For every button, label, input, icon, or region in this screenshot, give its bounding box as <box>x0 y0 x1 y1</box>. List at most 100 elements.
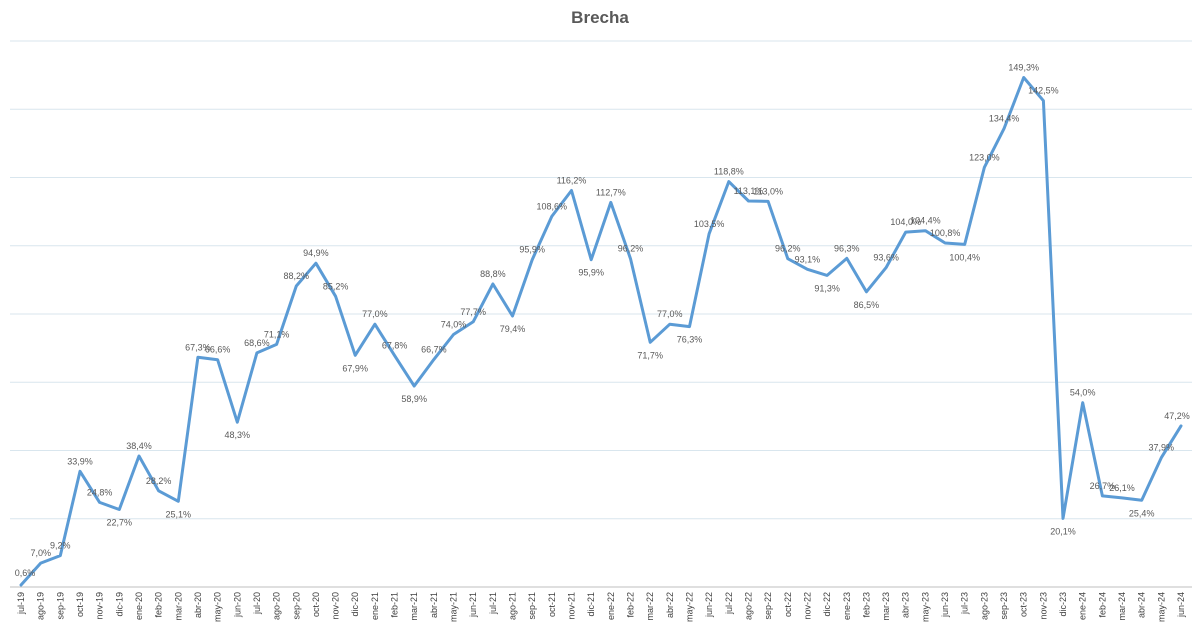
x-tick-label: feb-23 <box>861 592 871 618</box>
data-label: 67,9% <box>342 363 368 373</box>
x-tick-label: nov-21 <box>567 592 577 620</box>
x-tick-label: ene-23 <box>842 592 852 620</box>
x-tick-label: jun-20 <box>232 592 242 618</box>
data-label: 47,2% <box>1164 411 1190 421</box>
data-label: 25,4% <box>1129 508 1155 518</box>
data-label: 116,2% <box>557 176 587 186</box>
x-tick-label: ene-22 <box>606 592 616 620</box>
data-label: 86,5% <box>854 300 880 310</box>
data-label: 123,0% <box>969 152 1000 162</box>
x-tick-label: mar-22 <box>645 592 655 621</box>
x-tick-label: oct-21 <box>547 592 557 617</box>
data-label: 0,6% <box>15 568 36 578</box>
data-label: 85,2% <box>323 281 349 291</box>
x-tick-label: sep-20 <box>291 592 301 620</box>
x-tick-label: may-23 <box>920 592 930 622</box>
data-label: 134,4% <box>989 113 1020 123</box>
data-label: 103,5% <box>694 219 725 229</box>
data-label: 76,3% <box>677 335 703 345</box>
x-tick-label: dic-20 <box>350 592 360 617</box>
data-label: 96,2% <box>618 244 644 254</box>
data-label: 37,9% <box>1149 443 1175 453</box>
x-tick-label: sep-22 <box>763 592 773 620</box>
x-tick-label: may-21 <box>449 592 459 622</box>
data-label: 95,9% <box>578 268 604 278</box>
x-tick-label: sep-21 <box>527 592 537 620</box>
x-tick-label: feb-20 <box>154 592 164 618</box>
x-tick-label: abr-20 <box>193 592 203 618</box>
x-tick-label: dic-21 <box>586 592 596 617</box>
data-label: 142,5% <box>1028 86 1059 96</box>
data-label: 77,0% <box>362 309 388 319</box>
data-label: 71,7% <box>637 350 663 360</box>
x-tick-label: dic-23 <box>1058 592 1068 617</box>
data-label: 100,4% <box>949 252 980 262</box>
data-label: 104,4% <box>910 216 941 226</box>
data-label: 33,9% <box>67 456 93 466</box>
data-label: 24,8% <box>87 487 113 497</box>
data-label: 91,3% <box>814 283 840 293</box>
x-tick-label: sep-19 <box>55 592 65 620</box>
x-tick-label: dic-22 <box>822 592 832 617</box>
data-label: 77,7% <box>460 307 486 317</box>
x-tick-label: oct-19 <box>75 592 85 617</box>
x-tick-label: mar-20 <box>173 592 183 621</box>
x-tick-label: jun-22 <box>704 592 714 618</box>
data-label: 88,8% <box>480 269 506 279</box>
x-tick-label: jul-21 <box>488 592 498 615</box>
x-tick-label: mar-21 <box>409 592 419 621</box>
data-label: 149,3% <box>1008 63 1039 73</box>
data-label: 26,7% <box>1090 481 1116 491</box>
series-line <box>19 76 1183 587</box>
x-tick-label: feb-24 <box>1097 592 1107 618</box>
data-label: 9,2% <box>50 541 71 551</box>
data-label: 93,1% <box>795 254 821 264</box>
x-tick-label: dic-19 <box>114 592 124 617</box>
data-labels: 0,6% 7,0%9,2% 33,9% 24,8% 22,7% 38,4% 28,2% 25,… <box>15 63 1190 579</box>
data-label: 68,6% <box>244 338 270 348</box>
x-axis: jul-19 ago-19 sep-19 oct-19 nov-19 dic-19 ene-… <box>16 592 1186 622</box>
data-label: 113,0% <box>753 186 783 196</box>
data-label: 77,0% <box>657 309 683 319</box>
x-tick-label: jul-19 <box>16 592 26 615</box>
data-label: 118,8% <box>714 167 744 177</box>
x-tick-label: mar-24 <box>1117 592 1127 621</box>
x-tick-label: oct-22 <box>783 592 793 617</box>
data-label: 67,8% <box>382 341 408 351</box>
data-label: 66,7% <box>421 344 447 354</box>
x-tick-label: ene-20 <box>134 592 144 620</box>
x-tick-label: nov-22 <box>802 592 812 620</box>
series <box>19 76 1183 587</box>
x-tick-label: jul-20 <box>252 592 262 615</box>
data-label: 54,0% <box>1070 388 1096 398</box>
x-tick-label: abr-23 <box>901 592 911 618</box>
data-label: 67,3% <box>185 342 211 352</box>
x-tick-label: abr-21 <box>429 592 439 618</box>
data-label: 112,7% <box>596 187 626 197</box>
data-label: 104,0% <box>890 217 921 227</box>
x-tick-label: jul-23 <box>960 592 970 615</box>
data-label: 7,0% <box>30 548 51 558</box>
data-label: 96,2% <box>775 244 801 254</box>
data-label: 79,4% <box>500 324 526 334</box>
x-tick-label: oct-23 <box>1019 592 1029 617</box>
data-label: 93,6% <box>873 253 899 263</box>
data-label: 25,1% <box>166 509 192 519</box>
x-tick-label: mar-23 <box>881 592 891 621</box>
data-label: 20,1% <box>1050 526 1076 536</box>
x-tick-label: feb-22 <box>625 592 635 618</box>
x-tick-label: ago-19 <box>36 592 46 620</box>
data-label: 48,3% <box>225 430 251 440</box>
data-label: 74,0% <box>441 320 467 330</box>
x-tick-label: jun-21 <box>468 592 478 618</box>
x-tick-label: jul-22 <box>724 592 734 615</box>
x-tick-label: jun-23 <box>940 592 950 618</box>
data-label: 96,3% <box>834 243 860 253</box>
x-tick-label: ago-23 <box>979 592 989 620</box>
data-label: 58,9% <box>401 394 427 404</box>
data-label: 66,6% <box>205 345 231 355</box>
grid <box>10 40 1192 588</box>
data-label: 71,1% <box>264 329 290 339</box>
x-tick-label: sep-23 <box>999 592 1009 620</box>
